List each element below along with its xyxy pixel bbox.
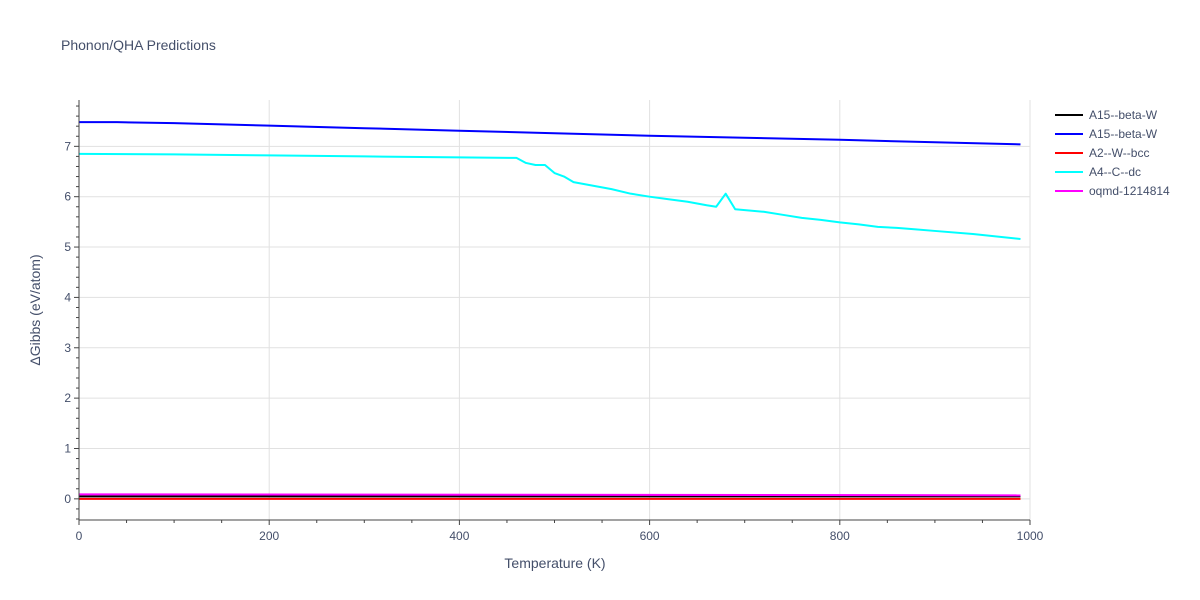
axes: 0 1 2 3 4 5 6 7 0 200 400 600 800 1000: [64, 100, 1044, 543]
y-tick-label: 0: [64, 492, 71, 506]
y-tick-label: 7: [64, 139, 71, 153]
y-tick-label: 4: [64, 290, 71, 304]
x-tick-label: 1000: [1017, 529, 1044, 543]
x-tick-label: 800: [830, 529, 850, 543]
x-tick-label: 200: [259, 529, 279, 543]
legend-label: A15--beta-W: [1089, 127, 1158, 141]
legend: A15--beta-W A15--beta-W A2--W--bcc A4--C--d…: [1055, 108, 1170, 198]
series-line-5: [78, 493, 1021, 497]
y-tick-label: 6: [64, 190, 71, 204]
x-tick-label: 400: [449, 529, 469, 543]
series-line-4: [78, 152, 1021, 240]
gridlines: [79, 100, 1031, 520]
chart-title: Phonon/QHA Predictions: [61, 37, 216, 53]
legend-label: A2--W--bcc: [1089, 146, 1149, 160]
y-tick-label: 3: [64, 341, 71, 355]
y-axis-title: ΔGibbs (eV/atom): [27, 254, 43, 365]
plot-area: [78, 121, 1021, 500]
legend-label: A15--beta-W: [1089, 108, 1158, 122]
y-tick-label: 2: [64, 391, 71, 405]
legend-label: A4--C--dc: [1089, 165, 1141, 179]
legend-label: oqmd-1214814: [1089, 184, 1170, 198]
x-tick-label: 0: [76, 529, 83, 543]
series-line-2: [79, 121, 1021, 146]
y-tick-label: 5: [64, 240, 71, 254]
x-tick-label: 600: [640, 529, 660, 543]
y-tick-label: 1: [64, 441, 71, 455]
x-axis-title: Temperature (K): [504, 555, 605, 571]
